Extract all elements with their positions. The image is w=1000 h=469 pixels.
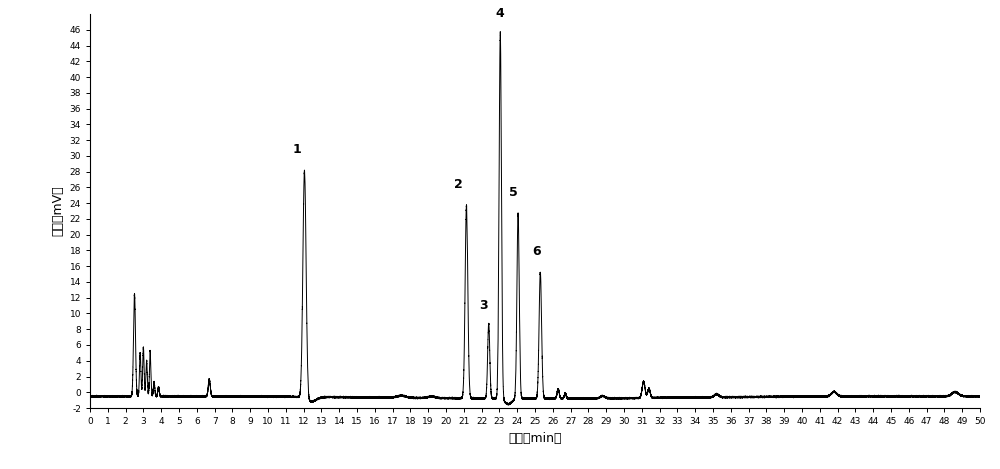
Text: 1: 1	[292, 143, 301, 156]
Y-axis label: 信号［mV］: 信号［mV］	[51, 186, 64, 236]
Text: 4: 4	[496, 8, 505, 20]
Text: 5: 5	[509, 186, 518, 199]
Text: 6: 6	[532, 245, 541, 258]
Text: 2: 2	[454, 178, 463, 191]
X-axis label: 时间［min］: 时间［min］	[508, 431, 562, 445]
Text: 3: 3	[479, 299, 488, 312]
